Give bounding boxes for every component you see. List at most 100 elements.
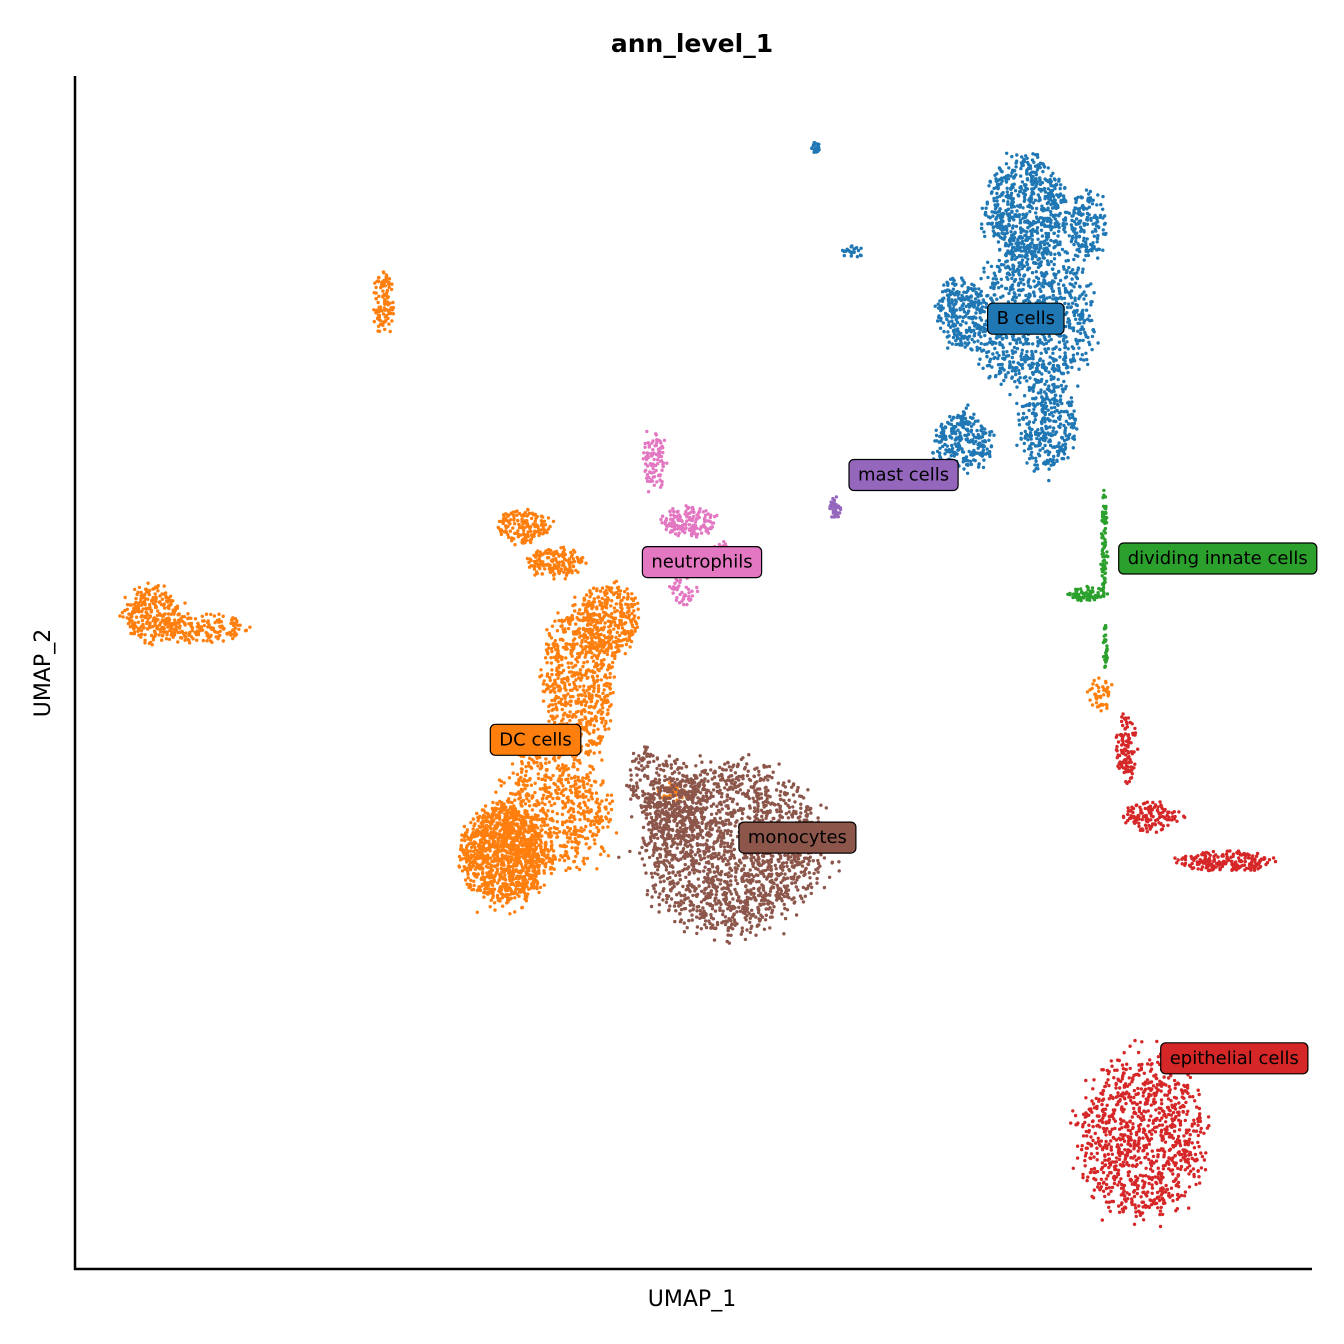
point-dc-cells (593, 842, 597, 846)
point-dc-cells (519, 804, 523, 808)
point-b-cells (1027, 295, 1031, 300)
point-dc-cells (565, 796, 569, 800)
point-b-cells (950, 431, 954, 435)
point-b-cells (1057, 253, 1062, 257)
point-b-cells (960, 284, 964, 288)
point-b-cells (990, 190, 994, 194)
point-b-cells (970, 282, 974, 286)
point-b-cells (1052, 257, 1057, 261)
point-dc-cells (493, 908, 497, 912)
point-b-cells (1039, 228, 1044, 232)
point-dc-cells (561, 771, 565, 775)
point-b-cells (966, 403, 970, 407)
point-dc-cells (535, 760, 539, 765)
point-b-cells (1052, 454, 1056, 459)
point-b-cells (1076, 321, 1080, 325)
point-b-cells (1077, 234, 1082, 238)
point-dc-cells (533, 813, 537, 817)
point-dc-cells (557, 684, 562, 689)
point-b-cells (1052, 385, 1056, 390)
point-dc-cells (566, 677, 570, 681)
point-dc-cells (487, 870, 491, 874)
point-b-cells (995, 297, 999, 301)
point-dc-cells (572, 775, 577, 780)
point-dc-cells (524, 769, 528, 773)
point-dc-cells (523, 823, 527, 828)
point-dc-cells (568, 703, 573, 707)
point-b-cells (1051, 458, 1056, 462)
point-dc-cells (579, 710, 584, 714)
point-b-cells (943, 452, 947, 456)
point-dc-cells (545, 823, 550, 827)
point-dc-cells (600, 758, 604, 762)
point-b-cells (1011, 236, 1016, 240)
point-dc-cells (496, 847, 500, 851)
point-dc-cells (465, 844, 469, 848)
point-b-cells (1006, 202, 1010, 206)
point-dc-cells (552, 755, 556, 760)
point-b-cells (1085, 357, 1089, 362)
point-b-cells (987, 184, 991, 188)
point-dc-cells (463, 838, 467, 843)
point-b-cells (957, 296, 961, 301)
point-dc-cells (571, 638, 576, 643)
point-dc-cells (527, 778, 532, 782)
point-dc-cells (465, 882, 469, 886)
point-b-cells (1021, 411, 1026, 416)
point-b-cells (992, 271, 996, 275)
point-b-cells (1063, 442, 1068, 446)
point-b-cells (986, 260, 990, 264)
point-b-cells (1047, 467, 1051, 471)
point-b-cells (945, 444, 949, 448)
point-dc-cells (541, 793, 546, 797)
point-dc-cells (560, 799, 565, 804)
point-b-cells (1019, 245, 1023, 249)
point-b-cells (1009, 174, 1013, 178)
point-b-cells (1038, 216, 1043, 220)
point-b-cells (1015, 209, 1019, 213)
point-b-cells (977, 362, 981, 366)
point-dc-cells (520, 839, 524, 843)
point-dc-cells (591, 832, 595, 836)
point-dc-cells (579, 693, 584, 697)
point-b-cells (1024, 415, 1029, 420)
point-b-cells (1006, 207, 1010, 212)
point-b-cells (982, 444, 986, 449)
point-dc-cells (531, 849, 536, 854)
point-b-cells (1022, 229, 1026, 233)
point-b-cells (1048, 295, 1052, 299)
point-b-cells (1003, 286, 1008, 291)
point-dc-cells (608, 675, 612, 679)
point-dc-cells (490, 806, 495, 811)
point-b-cells (1001, 350, 1005, 354)
point-dc-cells (564, 777, 568, 782)
point-b-cells (957, 290, 961, 295)
point-dc-cells (500, 827, 504, 831)
point-b-cells (1042, 390, 1047, 394)
point-b-cells (1070, 413, 1075, 417)
point-b-cells (1058, 355, 1062, 359)
point-dc-cells (484, 823, 489, 828)
point-b-cells (954, 338, 958, 343)
point-b-cells (963, 433, 967, 437)
point-dc-cells (513, 798, 517, 802)
point-b-cells (951, 451, 956, 455)
point-b-cells (1022, 195, 1027, 199)
point-dc-cells (580, 676, 584, 680)
point-dc-cells (557, 779, 561, 783)
point-b-cells (988, 337, 992, 341)
point-dc-cells (492, 839, 497, 844)
point-b-cells (935, 319, 940, 323)
point-b-cells (1095, 203, 1099, 207)
point-b-cells (1069, 305, 1073, 310)
point-b-cells (946, 346, 950, 350)
point-dc-cells (560, 663, 564, 667)
point-b-cells (1092, 234, 1097, 238)
point-dc-cells (573, 757, 577, 761)
point-dc-cells (552, 720, 557, 725)
point-b-cells (1082, 258, 1086, 262)
point-dc-cells (507, 797, 511, 801)
point-b-cells (1054, 213, 1058, 217)
point-dc-cells (512, 842, 516, 847)
point-b-cells (980, 226, 984, 230)
